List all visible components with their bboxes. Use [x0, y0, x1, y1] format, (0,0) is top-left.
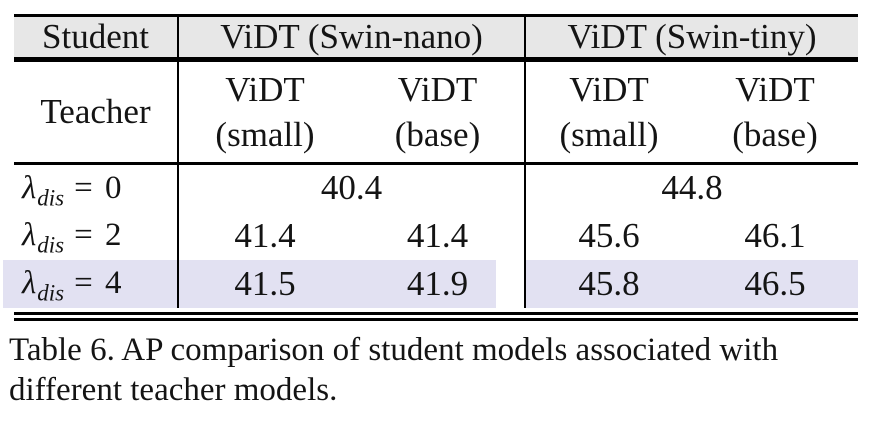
cell-tiny-base: 46.5 [692, 259, 859, 308]
header-cell-teacher: Teacher [14, 59, 178, 166]
row-label-lambda-2: λdis = 2 [14, 212, 178, 260]
lambda-value: = 2 [74, 216, 124, 253]
cell-nano-base: 41.9 [351, 259, 526, 308]
table6-wrapper: Student ViDT (Swin-nano) ViDT (Swin-tiny… [14, 14, 859, 321]
lambda-symbol: λ [22, 216, 38, 253]
header-cell-tiny-small: ViDT (small) [524, 59, 693, 166]
row-label-lambda-0: λdis = 0 [14, 164, 178, 212]
lambda-value: = 0 [74, 169, 124, 206]
subcol-model: ViDT [225, 70, 305, 110]
cell-tiny-merged: 44.8 [524, 163, 859, 212]
cell-tiny-small: 45.8 [524, 259, 693, 308]
header-row-student: Student ViDT (Swin-nano) ViDT (Swin-tiny… [14, 15, 859, 63]
header-cell-nano-small: ViDT (small) [177, 59, 351, 166]
subcol-model: ViDT [735, 70, 815, 110]
subcol-size: (small) [215, 115, 315, 155]
cell-nano-merged: 40.4 [176, 163, 526, 212]
header-cell-student: Student [14, 15, 178, 63]
row-label-lambda-4: λdis = 4 [14, 259, 178, 308]
cell-nano-small: 41.5 [177, 259, 351, 308]
lambda-value: = 4 [74, 264, 124, 301]
table-caption: Table 6. AP comparison of student models… [9, 331, 779, 408]
subcol-model: ViDT [397, 70, 478, 110]
subcol-model: ViDT [569, 70, 649, 110]
subcol-size: (base) [394, 115, 481, 155]
header-cell-nano-base: ViDT (base) [351, 59, 526, 166]
header-cell-group-swin-nano: ViDT (Swin-nano) [176, 15, 526, 63]
cell-tiny-small: 45.6 [524, 211, 693, 260]
header-row-teacher: Teacher ViDT (small) ViDT (base) ViDT (s… [14, 59, 859, 166]
lambda-subscript: dis [37, 185, 65, 211]
cell-nano-small: 41.4 [177, 211, 351, 260]
subcol-size: (small) [559, 115, 659, 155]
results-table: Student ViDT (Swin-nano) ViDT (Swin-tiny… [14, 14, 859, 308]
table-row-lambda-4: λdis = 4 41.5 41.9 45.8 46.5 [14, 259, 859, 308]
header-cell-group-swin-tiny: ViDT (Swin-tiny) [524, 15, 859, 63]
cell-nano-base: 41.4 [406, 215, 469, 255]
cell-tiny-base: 46.1 [744, 215, 806, 255]
header-cell-tiny-base: ViDT (base) [692, 59, 859, 166]
lambda-symbol: λ [22, 169, 38, 206]
lambda-subscript: dis [37, 280, 65, 306]
lambda-symbol: λ [22, 264, 38, 301]
subcol-size: (base) [732, 115, 818, 155]
lambda-subscript: dis [37, 232, 65, 258]
table-row-lambda-0: λdis = 0 40.4 44.8 [14, 163, 859, 212]
table-row-lambda-2: λdis = 2 41.4 41.4 45.6 46.1 [14, 211, 858, 260]
